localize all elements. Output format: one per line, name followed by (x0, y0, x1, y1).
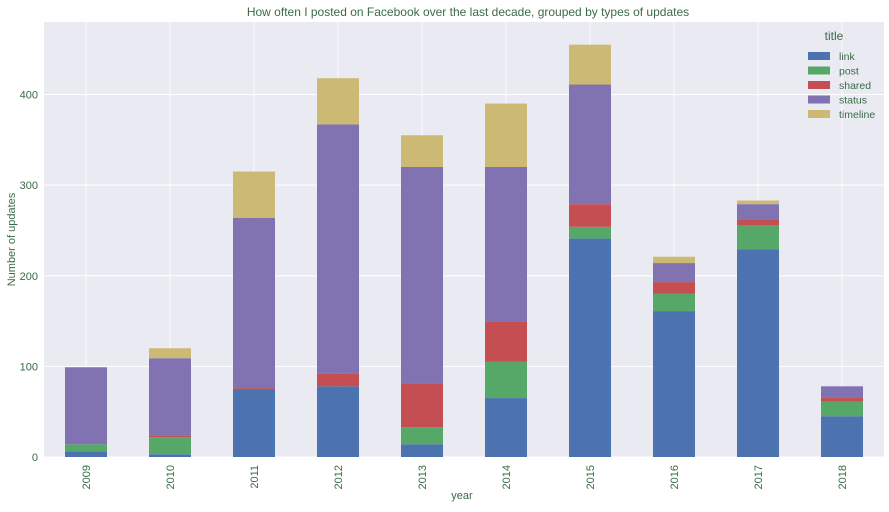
x-tick-label: 2018 (837, 465, 849, 489)
bar-post-2017 (737, 225, 779, 250)
legend-title: title (825, 29, 844, 43)
bar-link-2016 (653, 311, 695, 457)
bar-post-2015 (569, 226, 611, 239)
legend-label-link: link (839, 51, 856, 63)
x-tick-label: 2015 (585, 465, 597, 489)
bar-timeline-2011 (233, 171, 275, 218)
bar-shared-2011 (233, 388, 275, 390)
bar-link-2014 (485, 398, 527, 457)
bar-status-2011 (233, 217, 275, 389)
bar-status-2010 (149, 358, 191, 436)
x-tick-label: 2013 (417, 465, 429, 489)
bar-link-2010 (149, 454, 191, 457)
bar-shared-2016 (653, 282, 695, 294)
bar-status-2017 (737, 204, 779, 220)
bar-status-2014 (485, 167, 527, 322)
bar-link-2011 (233, 389, 275, 457)
bar-status-2015 (569, 84, 611, 205)
y-tick-label: 0 (32, 452, 38, 464)
bar-timeline-2012 (317, 78, 359, 125)
bar-link-2012 (317, 386, 359, 457)
bar-link-2017 (737, 249, 779, 457)
y-tick-label: 400 (20, 90, 38, 102)
bar-link-2013 (401, 444, 443, 457)
bar-link-2018 (821, 416, 863, 457)
x-tick-label: 2010 (165, 465, 177, 489)
bar-timeline-2014 (485, 103, 527, 167)
legend-swatch-link (808, 52, 830, 60)
legend-label-shared: shared (839, 80, 871, 92)
y-tick-label: 300 (20, 180, 38, 192)
legend-label-status: status (839, 95, 867, 107)
bar-timeline-2015 (569, 44, 611, 85)
bar-timeline-2010 (149, 348, 191, 359)
bar-post-2009 (65, 444, 107, 452)
bar-timeline-2013 (401, 135, 443, 167)
legend: title link post shared status timeline (808, 29, 875, 121)
chart-title: How often I posted on Facebook over the … (247, 5, 689, 19)
x-tick-label: 2011 (249, 465, 261, 489)
y-tick-label: 100 (20, 361, 38, 373)
x-tick-label: 2009 (81, 465, 93, 489)
x-tick-label: 2014 (501, 465, 513, 489)
bar-status-2013 (401, 167, 443, 384)
bar-status-2012 (317, 124, 359, 374)
legend-swatch-shared (808, 81, 830, 89)
x-tick-label: 2016 (669, 465, 681, 489)
bar-post-2014 (485, 361, 527, 399)
bar-shared-2017 (737, 219, 779, 225)
bar-status-2016 (653, 263, 695, 283)
bar-status-2018 (821, 386, 863, 398)
bar-timeline-2017 (737, 200, 779, 205)
legend-label-post: post (839, 66, 859, 78)
bar-post-2018 (821, 401, 863, 417)
bar-post-2010 (149, 437, 191, 455)
bar-link-2009 (65, 451, 107, 457)
bar-shared-2010 (149, 435, 191, 438)
bar-status-2009 (65, 367, 107, 445)
bar-shared-2014 (485, 321, 527, 362)
x-axis-label: year (451, 490, 473, 502)
bar-post-2013 (401, 427, 443, 445)
bar-shared-2015 (569, 204, 611, 227)
bar-timeline-2016 (653, 256, 695, 264)
legend-swatch-post (808, 66, 830, 75)
legend-label-timeline: timeline (839, 109, 875, 121)
y-tick-label: 200 (20, 271, 38, 283)
x-tick-label: 2012 (333, 465, 345, 489)
bar-shared-2012 (317, 373, 359, 387)
bar-shared-2013 (401, 383, 443, 428)
bar-post-2016 (653, 293, 695, 312)
x-tick-label: 2017 (753, 465, 765, 489)
legend-swatch-status (808, 95, 830, 104)
y-axis-label: Number of updates (6, 192, 18, 286)
bar-link-2015 (569, 238, 611, 457)
legend-swatch-timeline (808, 110, 830, 118)
bar-shared-2018 (821, 397, 863, 402)
